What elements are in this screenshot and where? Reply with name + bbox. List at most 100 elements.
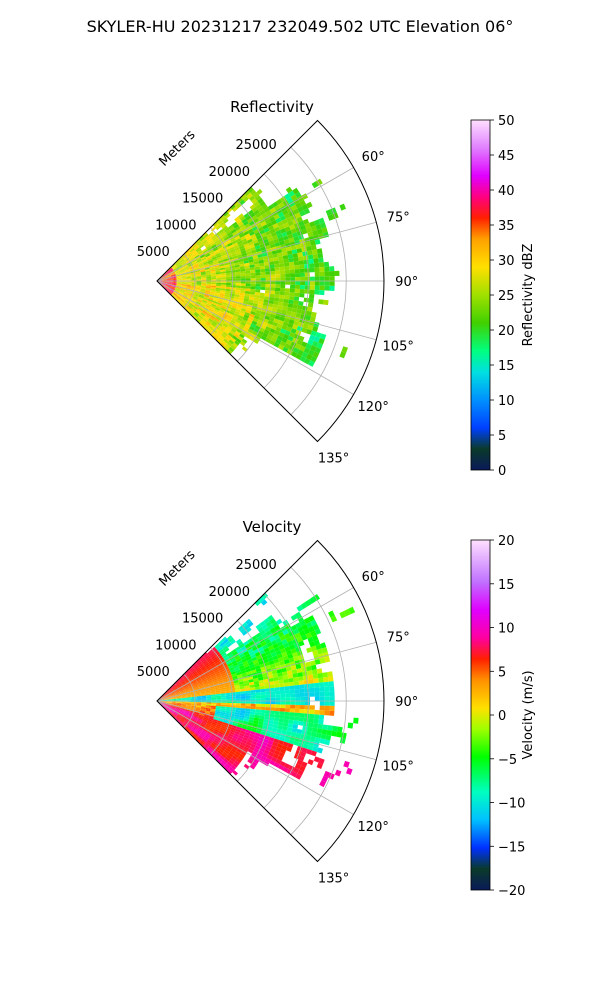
radar-cell bbox=[182, 724, 187, 729]
radar-cell bbox=[230, 727, 237, 731]
radar-cell bbox=[223, 311, 230, 316]
radar-cell bbox=[290, 194, 298, 201]
radar-cell bbox=[186, 282, 192, 284]
radar-cell bbox=[173, 711, 179, 715]
radar-cell bbox=[176, 276, 182, 279]
radar-cell bbox=[279, 736, 285, 742]
radar-cell bbox=[306, 245, 312, 252]
radar-cell bbox=[324, 691, 330, 697]
radar-cell bbox=[166, 702, 172, 704]
radar-cell bbox=[164, 271, 169, 275]
radar-cell bbox=[170, 287, 175, 291]
radar-cell bbox=[235, 739, 242, 744]
radar-cell bbox=[282, 255, 289, 260]
radar-cell bbox=[227, 301, 233, 305]
radar-cell bbox=[292, 673, 299, 678]
radar-cell bbox=[176, 284, 182, 287]
radar-cell bbox=[304, 263, 310, 269]
radar-cell bbox=[249, 244, 255, 249]
radar-cell bbox=[279, 683, 285, 688]
radar-cell bbox=[195, 318, 200, 323]
radar-cell bbox=[185, 273, 191, 276]
radar-cell bbox=[186, 706, 192, 708]
radar-cell bbox=[218, 731, 224, 735]
radar-cell bbox=[282, 655, 289, 661]
radar-cell bbox=[180, 298, 186, 302]
radar-cell bbox=[284, 343, 291, 349]
radar-cell bbox=[161, 701, 167, 703]
radar-cell bbox=[321, 729, 328, 735]
radar-cell bbox=[272, 741, 279, 747]
radar-cell bbox=[266, 653, 273, 659]
radar-cell bbox=[235, 669, 241, 674]
radar-cell bbox=[164, 707, 169, 711]
radar-cell bbox=[250, 701, 256, 704]
radar-cell bbox=[180, 718, 186, 722]
radar-cell bbox=[232, 342, 238, 348]
radar-cell bbox=[299, 630, 306, 637]
radar-cell bbox=[353, 717, 359, 724]
radar-cell bbox=[160, 695, 165, 699]
radar-cell bbox=[181, 703, 187, 706]
radar-cell bbox=[166, 702, 172, 704]
radar-cell bbox=[169, 690, 174, 694]
radar-cell bbox=[279, 240, 285, 246]
radar-cell bbox=[324, 705, 330, 711]
radar-cell bbox=[173, 267, 178, 271]
radar-cell bbox=[249, 294, 255, 298]
radar-cell bbox=[275, 707, 281, 712]
radar-cell bbox=[228, 664, 234, 669]
radar-cell bbox=[229, 295, 235, 299]
radar-cell bbox=[283, 737, 290, 743]
radar-cell bbox=[236, 724, 243, 728]
radar-cell bbox=[225, 327, 231, 333]
radar-cell bbox=[228, 244, 234, 249]
radar-cell bbox=[217, 322, 223, 327]
radar-cell bbox=[220, 273, 226, 276]
radar-cell bbox=[312, 650, 319, 656]
radar-cell bbox=[243, 746, 250, 752]
radar-cell bbox=[220, 704, 226, 707]
radar-cell bbox=[205, 270, 211, 273]
radar-cell bbox=[191, 250, 197, 255]
radar-cell bbox=[287, 653, 294, 659]
radar-cell bbox=[334, 769, 342, 777]
radar-cell bbox=[280, 704, 286, 709]
radar-cell bbox=[198, 655, 204, 661]
radar-cell bbox=[203, 681, 209, 685]
radar-cell bbox=[265, 274, 271, 278]
radar-cell bbox=[306, 310, 312, 317]
radar-cell bbox=[295, 697, 301, 701]
radar-cell bbox=[303, 358, 311, 365]
radar-cell bbox=[272, 724, 278, 729]
radar-cell bbox=[194, 666, 200, 671]
radar-cell bbox=[170, 287, 175, 291]
radar-cell bbox=[200, 312, 206, 317]
radar-cell bbox=[226, 674, 233, 679]
radar-cell bbox=[266, 233, 273, 239]
radar-cell bbox=[297, 305, 303, 310]
radar-cell bbox=[157, 281, 162, 283]
radar-cell bbox=[175, 708, 181, 711]
radar-cell bbox=[294, 708, 300, 713]
grid-spoke bbox=[156, 280, 377, 341]
radar-cell bbox=[206, 741, 211, 746]
radar-cell bbox=[192, 671, 198, 676]
radar-cell bbox=[229, 293, 235, 297]
radar-cell bbox=[278, 301, 284, 306]
radar-cell bbox=[204, 294, 210, 298]
radar-cell bbox=[213, 681, 219, 685]
radar-cell bbox=[236, 254, 243, 258]
radar-cell bbox=[175, 707, 181, 710]
radar-cell bbox=[180, 288, 186, 291]
radar-cell bbox=[177, 714, 183, 718]
radar-cell bbox=[273, 762, 280, 768]
radar-cell bbox=[195, 310, 201, 315]
radar-cell bbox=[312, 623, 320, 631]
radar-cell bbox=[235, 226, 241, 232]
radar-cell bbox=[306, 730, 312, 737]
radar-cell bbox=[188, 731, 193, 736]
radar-cell bbox=[272, 655, 279, 661]
radar-cell bbox=[222, 676, 228, 680]
radar-cell bbox=[305, 241, 311, 247]
